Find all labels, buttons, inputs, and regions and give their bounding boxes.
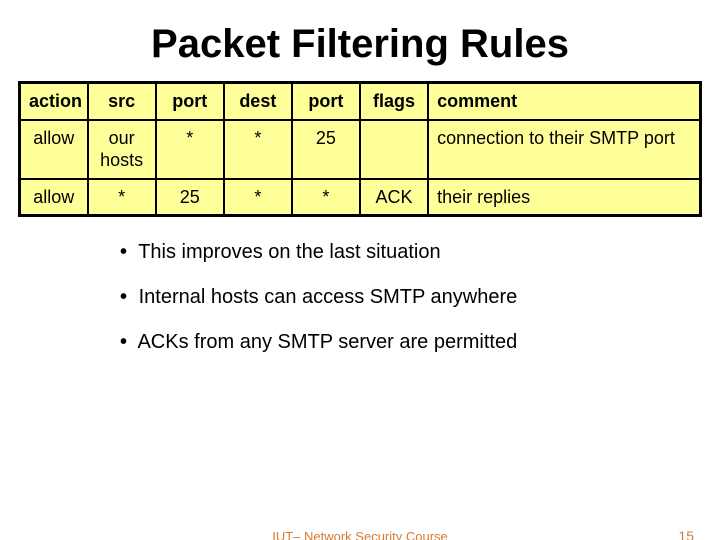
- cell-port2: 25: [292, 120, 360, 179]
- cell-src: our hosts: [88, 120, 156, 179]
- th-comment: comment: [428, 83, 700, 120]
- table-row: allow our hosts * * 25 connection to the…: [20, 120, 701, 179]
- cell-src: *: [88, 179, 156, 216]
- bullet-item: • This improves on the last situation: [120, 241, 720, 264]
- table-row: allow * 25 * * ACK their replies: [20, 179, 701, 216]
- bullet-item: • ACKs from any SMTP server are permitte…: [120, 331, 720, 354]
- bullet-dot-icon: •: [120, 286, 127, 308]
- th-src: src: [88, 83, 156, 120]
- cell-flags: [360, 120, 428, 179]
- cell-port2: *: [292, 179, 360, 216]
- bullet-dot-icon: •: [120, 331, 127, 353]
- cell-port1: 25: [156, 179, 224, 216]
- cell-action: allow: [20, 120, 88, 179]
- footer-center: IUT– Network Security Course: [0, 529, 720, 540]
- slide: Packet Filtering Rules action src port d…: [0, 22, 720, 540]
- cell-comment: their replies: [428, 179, 700, 216]
- cell-comment: connection to their SMTP port: [428, 120, 700, 179]
- th-flags: flags: [360, 83, 428, 120]
- cell-flags: ACK: [360, 179, 428, 216]
- bullet-text: This improves on the last situation: [138, 241, 440, 263]
- bullet-text: ACKs from any SMTP server are permitted: [137, 331, 517, 353]
- th-port1: port: [156, 83, 224, 120]
- bullet-dot-icon: •: [120, 241, 127, 263]
- th-port2: port: [292, 83, 360, 120]
- th-action: action: [20, 83, 88, 120]
- cell-dest: *: [224, 120, 292, 179]
- cell-action: allow: [20, 179, 88, 216]
- bullet-item: • Internal hosts can access SMTP anywher…: [120, 286, 720, 309]
- slide-title: Packet Filtering Rules: [0, 22, 720, 67]
- rules-table: action src port dest port flags comment …: [18, 81, 702, 217]
- th-dest: dest: [224, 83, 292, 120]
- slide-number: 15: [678, 528, 694, 540]
- table-header-row: action src port dest port flags comment: [20, 83, 701, 120]
- bullet-list: • This improves on the last situation • …: [120, 241, 720, 354]
- bullet-text: Internal hosts can access SMTP anywhere: [139, 286, 518, 308]
- cell-dest: *: [224, 179, 292, 216]
- cell-port1: *: [156, 120, 224, 179]
- rules-table-wrap: action src port dest port flags comment …: [18, 81, 702, 217]
